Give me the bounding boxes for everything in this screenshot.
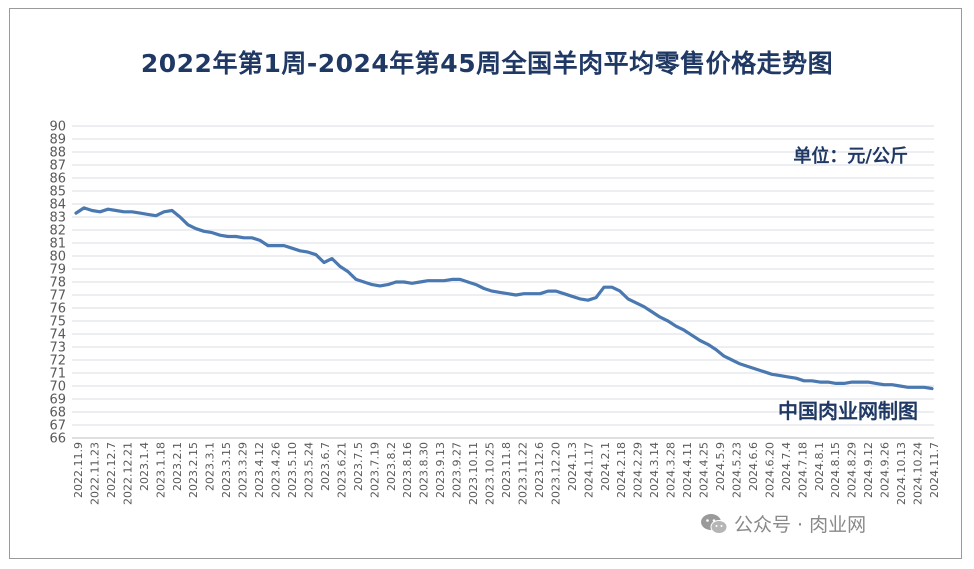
y-tick-label: 76 (49, 302, 66, 317)
x-tick-label: 2024.5.9 (714, 442, 727, 491)
x-tick-label: 2024.6.6 (747, 442, 760, 491)
x-tick-label: 2024.8.1 (813, 442, 826, 491)
grid-lines (72, 125, 934, 439)
x-tick-label: 2024.8.29 (846, 442, 859, 498)
y-tick-label: 81 (49, 237, 66, 252)
y-tick-label: 73 (49, 341, 66, 356)
y-tick-label: 71 (49, 367, 66, 382)
x-tick-label: 2024.7.4 (780, 442, 793, 491)
x-tick-label: 2024.11.7 (928, 442, 941, 498)
x-tick-label: 2024.1.17 (582, 442, 595, 498)
y-tick-label: 66 (49, 432, 66, 447)
y-tick-label: 87 (49, 159, 66, 174)
y-tick-label: 88 (49, 146, 66, 161)
x-tick-label: 2023.7.19 (368, 442, 381, 498)
x-tick-label: 2022.12.21 (121, 442, 134, 505)
x-tick-label: 2024.1.3 (566, 442, 579, 491)
x-tick-label: 2023.3.1 (204, 442, 217, 491)
y-tick-label: 85 (49, 185, 66, 200)
x-tick-label: 2024.2.1 (599, 442, 612, 491)
y-tick-label: 75 (49, 315, 66, 330)
x-tick-label: 2023.5.24 (302, 442, 315, 498)
x-tick-label: 2024.6.20 (763, 442, 776, 498)
y-tick-label: 67 (49, 419, 66, 434)
x-tick-label: 2023.8.30 (418, 442, 431, 498)
wechat-icon (701, 513, 728, 534)
y-tick-label: 72 (49, 354, 66, 369)
chart-frame (9, 8, 962, 559)
watermark: 公众号 · 肉业网 (700, 510, 866, 537)
x-tick-label: 2023.7.5 (352, 442, 365, 491)
x-tick-label: 2024.8.15 (829, 442, 842, 498)
x-tick-label: 2023.12.20 (549, 442, 562, 505)
x-axis: 2022.11.9 2022.11.23 2022.12.7 2022.12.21 20… (72, 437, 941, 505)
x-tick-label: 2023.8.16 (401, 442, 414, 498)
x-tick-label: 2024.9.26 (879, 442, 892, 498)
x-tick-label: 2022.11.23 (88, 442, 101, 505)
x-tick-label: 2024.3.14 (648, 442, 661, 498)
x-tick-label: 2023.9.27 (451, 442, 464, 498)
x-tick-label: 2022.12.7 (105, 442, 118, 498)
y-tick-label: 74 (49, 328, 66, 343)
x-tick-label: 2023.4.26 (270, 442, 283, 498)
x-tick-label: 2024.4.11 (681, 442, 694, 498)
y-tick-label: 68 (49, 406, 66, 421)
x-tick-label: 2023.12.6 (533, 442, 546, 498)
y-tick-label: 79 (49, 263, 66, 278)
x-tick-label: 2023.6.7 (319, 442, 332, 491)
x-tick-label: 2023.10.25 (484, 442, 497, 505)
credit-label: 中国肉业网制图 (778, 399, 918, 423)
x-tick-label: 2024.10.13 (895, 442, 908, 505)
y-tick-label: 77 (49, 289, 66, 304)
x-tick-label: 2023.8.2 (385, 442, 398, 491)
x-tick-label: 2024.3.28 (665, 442, 678, 498)
x-tick-label: 2023.3.29 (237, 442, 250, 498)
watermark-text: 公众号 · 肉业网 (734, 514, 867, 536)
series-line (74, 206, 934, 391)
y-tick-label: 83 (49, 211, 66, 226)
x-tick-label: 2024.4.25 (698, 442, 711, 498)
unit-label: 单位：元/公斤 (793, 145, 908, 167)
y-tick-label: 82 (49, 224, 66, 239)
x-tick-label: 2024.9.12 (862, 442, 875, 498)
x-tick-label: 2023.2.1 (171, 442, 184, 491)
x-tick-label: 2023.6.21 (335, 442, 348, 498)
x-tick-label: 2023.11.22 (516, 442, 529, 505)
y-tick-label: 84 (49, 198, 66, 213)
y-tick-label: 90 (49, 120, 66, 135)
y-tick-label: 89 (49, 133, 66, 148)
x-tick-label: 2024.2.29 (632, 442, 645, 498)
y-tick-label: 78 (49, 276, 66, 291)
x-tick-label: 2023.10.11 (467, 442, 480, 505)
x-tick-label: 2023.2.15 (187, 442, 200, 498)
x-tick-label: 2024.10.24 (912, 442, 925, 505)
x-tick-label: 2022.11.9 (72, 442, 85, 498)
x-tick-label: 2024.7.18 (796, 442, 809, 498)
x-tick-label: 2023.11.8 (500, 442, 513, 498)
x-tick-label: 2023.3.15 (220, 442, 233, 498)
y-tick-label: 86 (49, 172, 66, 187)
x-tick-label: 2023.4.12 (253, 442, 266, 498)
x-tick-label: 2024.2.18 (615, 442, 628, 498)
y-axis: 6667686970717273747576777879808182838485… (49, 120, 66, 447)
x-tick-label: 2023.1.4 (138, 442, 151, 491)
x-tick-label: 2023.1.18 (154, 442, 167, 498)
chart-title: 2022年第1周-2024年第45周全国羊肉平均零售价格走势图 (140, 49, 834, 78)
y-tick-label: 69 (49, 393, 66, 408)
y-tick-label: 80 (49, 250, 66, 265)
x-tick-label: 2024.5.23 (730, 442, 743, 498)
x-tick-label: 2023.5.10 (286, 442, 299, 498)
x-tick-label: 2023.9.13 (434, 442, 447, 498)
series-layer (74, 206, 934, 391)
y-tick-label: 70 (49, 380, 66, 395)
